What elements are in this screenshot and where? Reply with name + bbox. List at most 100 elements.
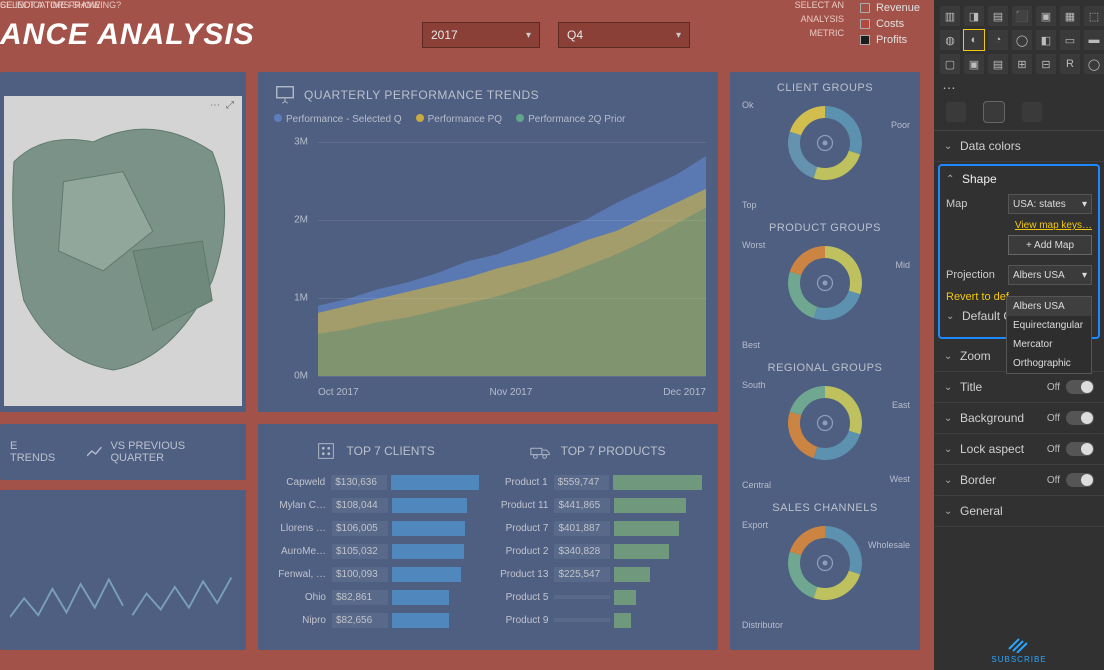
bar-row[interactable]: Product 11 $441,865 bbox=[492, 495, 701, 515]
viz-type-icon[interactable]: ▬ bbox=[1084, 30, 1104, 50]
visualizations-grid: ▥◨▤⬛▣▦⬚◍◐◔◯◧▭▬▢▣▤⊞⊟R◯ bbox=[934, 0, 1104, 76]
map-menu-icon[interactable]: ⋯ bbox=[210, 100, 220, 116]
top-lists-tile[interactable]: TOP 7 CLIENTS Capweld $130,636 Mylan C… … bbox=[258, 424, 718, 650]
donut-client[interactable]: CLIENT GROUPS OkPoorTop bbox=[736, 82, 914, 222]
map-label: Map bbox=[946, 198, 967, 210]
view-map-keys-link[interactable]: View map keys… bbox=[946, 220, 1092, 231]
clients-icon bbox=[315, 440, 337, 462]
presentation-icon bbox=[274, 84, 296, 106]
viz-type-icon[interactable]: ▢ bbox=[940, 54, 960, 74]
report-header: CE INDICATORS SHOWING? ANCE ANALYSIS SEL… bbox=[0, 0, 934, 60]
bar-row[interactable]: Mylan C… $108,044 bbox=[270, 495, 479, 515]
metric-option-profits[interactable]: Profits bbox=[860, 32, 920, 48]
bar-row[interactable]: Product 9 bbox=[492, 610, 701, 630]
background-toggle[interactable] bbox=[1066, 411, 1094, 425]
viz-type-icon[interactable]: ▣ bbox=[1036, 6, 1056, 26]
viz-type-icon[interactable]: ▤ bbox=[988, 54, 1008, 74]
chevron-down-icon: ▾ bbox=[526, 30, 531, 41]
metric-option-revenue[interactable]: Revenue bbox=[860, 0, 920, 16]
viz-type-icon[interactable]: ◐ bbox=[964, 30, 984, 50]
shape-header[interactable]: ⌃Shape bbox=[946, 172, 1092, 186]
map-visual[interactable]: ⋯ ⤢ bbox=[4, 96, 242, 406]
donut-column: CLIENT GROUPS OkPoorTop PRODUCT GROUPS W… bbox=[730, 72, 920, 650]
bar-row[interactable]: Ohio $82,861 bbox=[270, 587, 479, 607]
map-dropdown[interactable]: USA: states▾ bbox=[1008, 194, 1092, 214]
map-expand-icon[interactable]: ⤢ bbox=[226, 100, 234, 116]
x-axis: Oct 2017Nov 2017Dec 2017 bbox=[318, 387, 706, 398]
bar-row[interactable]: Nipro $82,656 bbox=[270, 610, 479, 630]
subscribe-badge[interactable]: SUBSCRIBE bbox=[934, 635, 1104, 664]
section-title[interactable]: ⌄Title Off bbox=[934, 372, 1104, 402]
viz-type-icon[interactable]: ▣ bbox=[964, 54, 984, 74]
lock-aspect-toggle[interactable] bbox=[1066, 442, 1094, 456]
bar-row[interactable]: Llorens … $106,005 bbox=[270, 518, 479, 538]
donut-regional[interactable]: REGIONAL GROUPS SouthEastCentralWest bbox=[736, 362, 914, 502]
section-border[interactable]: ⌄Border Off bbox=[934, 465, 1104, 495]
chevron-down-icon: ▾ bbox=[1082, 199, 1087, 210]
bar-row[interactable]: Product 5 bbox=[492, 587, 701, 607]
bottom-tabs: E TRENDS VS PREVIOUS QUARTER bbox=[0, 424, 246, 480]
viz-type-icon[interactable]: ⊞ bbox=[1012, 54, 1032, 74]
section-background[interactable]: ⌄Background Off bbox=[934, 403, 1104, 433]
viz-type-icon[interactable]: ◔ bbox=[988, 30, 1008, 50]
viz-type-icon[interactable]: ▤ bbox=[988, 6, 1008, 26]
bar-row[interactable]: Fenwal, … $100,093 bbox=[270, 564, 479, 584]
y-axis: 3M2M1M0M bbox=[272, 142, 312, 376]
page-title: ANCE ANALYSIS bbox=[0, 18, 255, 52]
title-toggle[interactable] bbox=[1066, 380, 1094, 394]
metric-label-2: ANALYSIS bbox=[801, 14, 844, 24]
add-map-button[interactable]: + Add Map bbox=[1008, 235, 1092, 255]
donut-product[interactable]: PRODUCT GROUPS WorstMidBest bbox=[736, 222, 914, 362]
viz-type-icon[interactable]: ▥ bbox=[940, 6, 960, 26]
trends-tile[interactable]: QUARTERLY PERFORMANCE TRENDS Performance… bbox=[258, 72, 718, 412]
tab-trends[interactable]: E TRENDS bbox=[10, 440, 63, 464]
bar-row[interactable]: Product 2 $340,828 bbox=[492, 541, 701, 561]
bar-row[interactable]: Product 1 $559,747 bbox=[492, 472, 701, 492]
viz-type-icon[interactable]: R bbox=[1060, 54, 1080, 74]
section-general[interactable]: ⌄General bbox=[934, 496, 1104, 526]
section-data-colors[interactable]: ⌄Data colors bbox=[934, 131, 1104, 161]
report-canvas: CE INDICATORS SHOWING? ANCE ANALYSIS SEL… bbox=[0, 0, 934, 670]
metric-label-1: SELECT AN bbox=[795, 0, 844, 10]
viz-type-icon[interactable]: ⬚ bbox=[1084, 6, 1104, 26]
analytics-tab-icon[interactable] bbox=[1022, 102, 1042, 122]
viz-type-icon[interactable]: ◨ bbox=[964, 6, 984, 26]
metric-legend: Revenue Costs Profits bbox=[860, 0, 920, 48]
viz-type-icon[interactable]: ◯ bbox=[1012, 30, 1032, 50]
bar-row[interactable]: Product 13 $225,547 bbox=[492, 564, 701, 584]
viz-type-icon[interactable]: ⊟ bbox=[1036, 54, 1056, 74]
viz-type-icon[interactable]: ◍ bbox=[940, 30, 960, 50]
metric-option-costs[interactable]: Costs bbox=[860, 16, 920, 32]
projection-option[interactable]: Orthographic bbox=[1007, 354, 1091, 373]
border-toggle[interactable] bbox=[1066, 473, 1094, 487]
fields-tab-icon[interactable] bbox=[946, 102, 966, 122]
projection-option[interactable]: Equirectangular bbox=[1007, 316, 1091, 335]
bar-row[interactable]: Capweld $130,636 bbox=[270, 472, 479, 492]
viz-type-icon[interactable]: ◧ bbox=[1036, 30, 1056, 50]
mini-charts-tile[interactable] bbox=[0, 490, 246, 650]
pane-tabs bbox=[934, 96, 1104, 131]
viz-type-icon[interactable]: ◯ bbox=[1084, 54, 1104, 74]
viz-type-icon[interactable]: ▭ bbox=[1060, 30, 1080, 50]
format-tab-icon[interactable] bbox=[984, 102, 1004, 122]
quarter-select[interactable]: Q4▾ bbox=[558, 22, 690, 48]
trends-legend: Performance - Selected Q Performance PQ … bbox=[274, 114, 702, 125]
tab-vs-prev[interactable]: VS PREVIOUS QUARTER bbox=[87, 440, 236, 464]
projection-dropdown-list[interactable]: Albers USA Equirectangular Mercator Orth… bbox=[1006, 296, 1092, 374]
timeframe-label: SELECT A TIME FRAME bbox=[0, 0, 100, 10]
donut-sales[interactable]: SALES CHANNELS ExportWholesaleDistributo… bbox=[736, 502, 914, 642]
bar-row[interactable]: Product 7 $401,887 bbox=[492, 518, 701, 538]
projection-label: Projection bbox=[946, 269, 995, 281]
section-lock-aspect[interactable]: ⌄Lock aspect Off bbox=[934, 434, 1104, 464]
more-visuals-icon[interactable]: … bbox=[934, 76, 1104, 96]
projection-option[interactable]: Albers USA bbox=[1007, 297, 1091, 316]
map-tile[interactable]: ⋯ ⤢ bbox=[0, 72, 246, 412]
chevron-down-icon: ▾ bbox=[676, 30, 681, 41]
projection-option[interactable]: Mercator bbox=[1007, 335, 1091, 354]
viz-type-icon[interactable]: ▦ bbox=[1060, 6, 1080, 26]
bar-row[interactable]: AuroMe… $105,032 bbox=[270, 541, 479, 561]
projection-dropdown[interactable]: Albers USA▾ bbox=[1008, 265, 1092, 285]
map-svg bbox=[4, 96, 242, 406]
viz-type-icon[interactable]: ⬛ bbox=[1012, 6, 1032, 26]
year-select[interactable]: 2017▾ bbox=[422, 22, 540, 48]
